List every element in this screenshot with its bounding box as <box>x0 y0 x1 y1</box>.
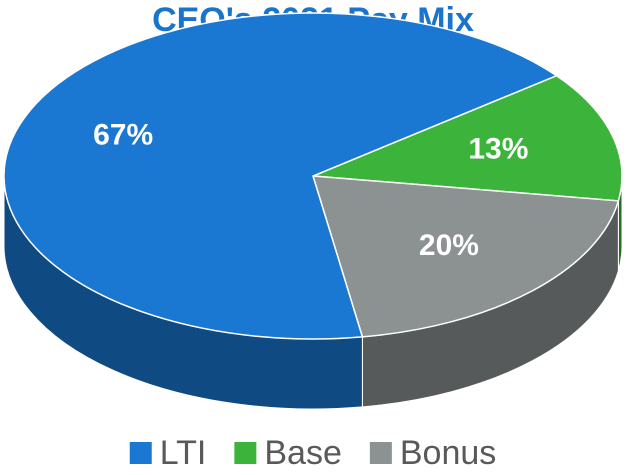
value-label: 67% <box>93 119 153 152</box>
pie-slice <box>311 175 620 338</box>
pie-slice <box>3 12 559 340</box>
legend-swatch <box>129 442 152 464</box>
value-label: 13% <box>468 132 528 165</box>
legend-swatch <box>234 442 257 464</box>
legend-label: Base <box>264 434 342 472</box>
legend-label: Bonus <box>400 434 496 472</box>
legend-label: LTI <box>160 434 207 472</box>
pie-slice <box>312 74 623 202</box>
legend: LTI Base Bonus <box>129 434 496 472</box>
value-label: 20% <box>419 229 479 262</box>
legend-swatch <box>369 442 392 464</box>
